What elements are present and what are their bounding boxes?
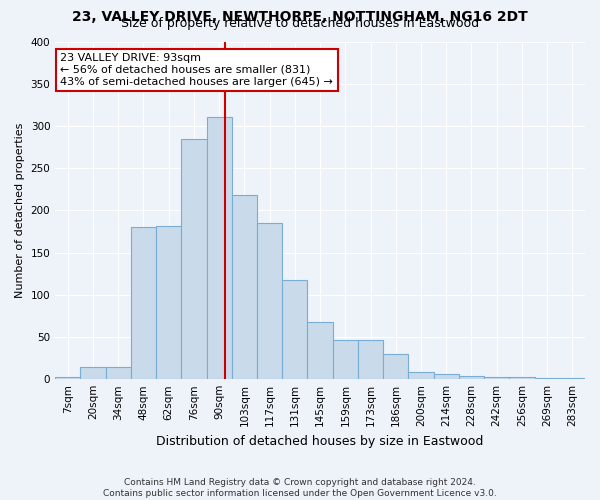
- Bar: [509, 378, 535, 379]
- Bar: [181, 138, 206, 379]
- Bar: [206, 118, 232, 379]
- Bar: [560, 378, 585, 379]
- Bar: [307, 322, 332, 379]
- Bar: [383, 354, 409, 379]
- Bar: [55, 378, 80, 379]
- Bar: [484, 378, 509, 379]
- Bar: [156, 226, 181, 379]
- Bar: [257, 223, 282, 379]
- Bar: [80, 368, 106, 379]
- Bar: [131, 227, 156, 379]
- Bar: [409, 372, 434, 379]
- Text: Contains HM Land Registry data © Crown copyright and database right 2024.
Contai: Contains HM Land Registry data © Crown c…: [103, 478, 497, 498]
- Bar: [232, 195, 257, 379]
- Bar: [434, 374, 459, 379]
- X-axis label: Distribution of detached houses by size in Eastwood: Distribution of detached houses by size …: [157, 434, 484, 448]
- Text: 23, VALLEY DRIVE, NEWTHORPE, NOTTINGHAM, NG16 2DT: 23, VALLEY DRIVE, NEWTHORPE, NOTTINGHAM,…: [72, 10, 528, 24]
- Text: 23 VALLEY DRIVE: 93sqm
← 56% of detached houses are smaller (831)
43% of semi-de: 23 VALLEY DRIVE: 93sqm ← 56% of detached…: [61, 54, 334, 86]
- Bar: [358, 340, 383, 379]
- Bar: [459, 376, 484, 379]
- Bar: [535, 378, 560, 379]
- Y-axis label: Number of detached properties: Number of detached properties: [15, 122, 25, 298]
- Text: Size of property relative to detached houses in Eastwood: Size of property relative to detached ho…: [121, 18, 479, 30]
- Bar: [332, 340, 358, 379]
- Bar: [106, 366, 131, 379]
- Bar: [282, 280, 307, 379]
